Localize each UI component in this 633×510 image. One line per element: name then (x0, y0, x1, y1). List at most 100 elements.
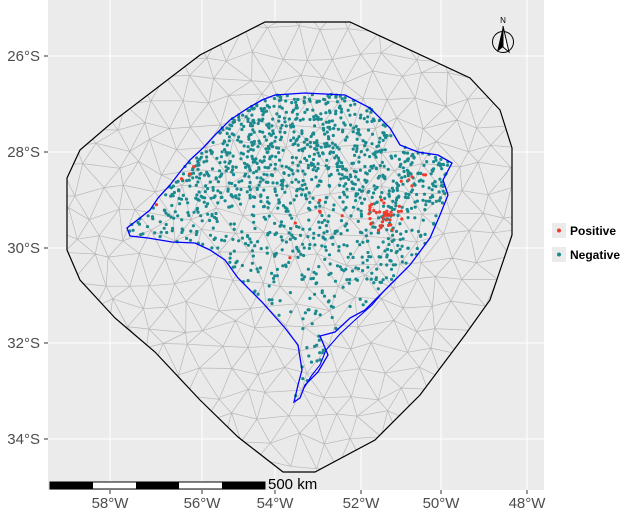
negative-point (290, 101, 294, 105)
negative-point (145, 225, 150, 229)
negative-point (271, 181, 275, 185)
negative-point (326, 135, 331, 139)
negative-point (177, 189, 181, 193)
negative-point (387, 194, 391, 198)
negative-point (271, 145, 275, 149)
negative-point (279, 126, 283, 130)
negative-point (252, 171, 256, 175)
negative-point (358, 297, 362, 301)
negative-point (256, 292, 260, 296)
negative-point (308, 117, 312, 122)
negative-point (304, 197, 308, 201)
negative-point (337, 249, 341, 253)
negative-point (311, 157, 316, 162)
negative-point (201, 242, 205, 246)
negative-point (228, 252, 233, 256)
negative-point (211, 226, 215, 230)
negative-point (300, 273, 304, 277)
negative-point (141, 232, 145, 236)
negative-point (301, 327, 305, 331)
negative-point (301, 317, 305, 321)
negative-point (241, 113, 245, 117)
negative-point (390, 206, 394, 210)
negative-point (433, 155, 438, 160)
negative-point (413, 183, 417, 187)
negative-point (301, 117, 305, 121)
negative-point (314, 169, 318, 173)
negative-point (303, 172, 307, 176)
negative-point (357, 155, 361, 159)
negative-point (345, 244, 349, 248)
negative-point (306, 308, 310, 312)
negative-point (318, 179, 322, 183)
negative-point (231, 237, 235, 241)
negative-point (247, 135, 251, 139)
negative-point (341, 167, 345, 171)
negative-point (244, 115, 248, 119)
negative-point (279, 223, 283, 227)
negative-point (407, 192, 411, 197)
negative-point (389, 267, 394, 271)
negative-point (191, 176, 195, 180)
negative-point (252, 130, 256, 134)
negative-point (290, 168, 294, 172)
negative-point (266, 206, 270, 210)
negative-point (341, 285, 345, 289)
positive-point (288, 256, 292, 260)
negative-point (232, 222, 236, 226)
negative-point (294, 156, 298, 160)
negative-point (309, 360, 314, 364)
negative-point (295, 112, 299, 116)
negative-point (345, 175, 349, 179)
negative-point (317, 154, 321, 158)
negative-point (303, 146, 307, 150)
negative-point (192, 210, 196, 214)
negative-point (327, 109, 332, 113)
negative-point (361, 303, 365, 307)
x-axis (109, 490, 528, 494)
negative-point (271, 129, 275, 133)
negative-point (397, 183, 401, 188)
negative-point (373, 153, 377, 157)
negative-point (258, 180, 262, 184)
negative-point (364, 234, 369, 238)
negative-point (243, 165, 248, 169)
negative-point (377, 140, 381, 144)
negative-point (271, 117, 275, 121)
negative-point (170, 203, 174, 208)
negative-point (441, 184, 445, 189)
negative-point (220, 238, 224, 242)
negative-point (262, 172, 266, 176)
negative-point (289, 310, 293, 314)
negative-point (322, 128, 326, 132)
y-tick-label: 32°S (7, 335, 40, 352)
positive-point (399, 179, 403, 183)
negative-point (256, 121, 260, 126)
negative-point (430, 188, 434, 192)
negative-point (405, 158, 409, 162)
negative-point (441, 163, 446, 167)
negative-point (438, 196, 443, 200)
negative-point (377, 216, 381, 220)
negative-point (229, 222, 233, 226)
negative-point (324, 120, 329, 124)
negative-point (253, 226, 257, 231)
negative-point (170, 229, 174, 233)
negative-point (389, 259, 393, 263)
negative-point (385, 263, 389, 267)
negative-point (358, 168, 362, 172)
negative-point (376, 245, 380, 249)
negative-point (355, 144, 359, 148)
negative-point (294, 139, 298, 143)
negative-point (315, 144, 319, 148)
negative-point (406, 196, 410, 200)
negative-point (228, 159, 232, 163)
negative-point (317, 334, 321, 338)
y-tick-label: 30°S (7, 240, 40, 257)
y-tick-label: 34°S (7, 431, 40, 448)
negative-point (373, 150, 378, 154)
negative-point (263, 135, 267, 139)
negative-point (335, 145, 339, 149)
negative-point (365, 109, 369, 113)
negative-point (347, 281, 351, 285)
